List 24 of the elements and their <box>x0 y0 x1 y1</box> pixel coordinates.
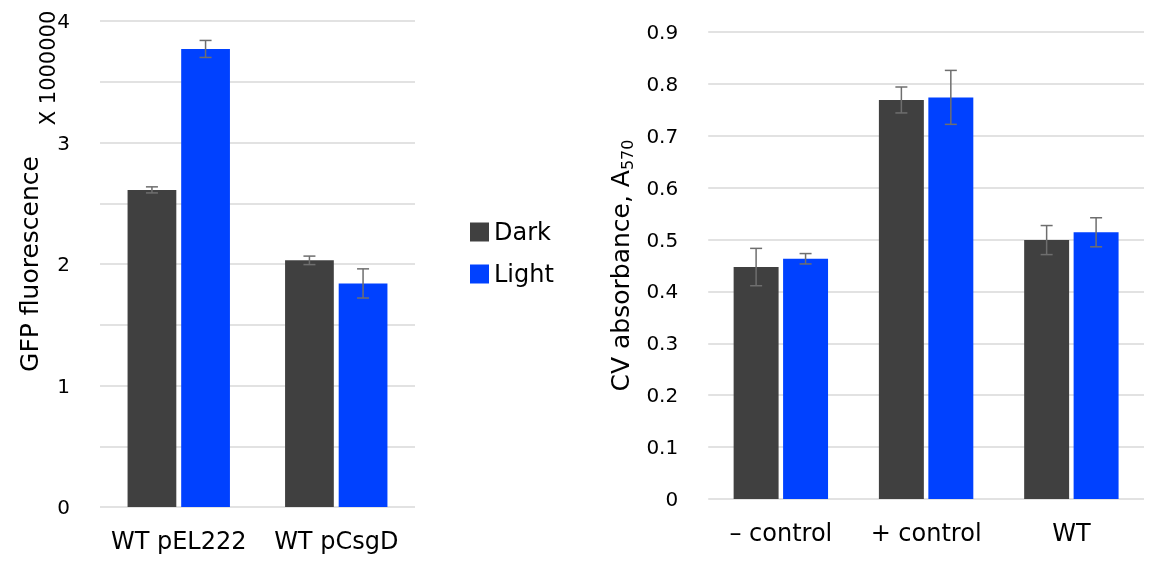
y-tick-label: 0 <box>57 495 70 519</box>
y-tick-label: 0.5 <box>646 227 679 252</box>
y-tick-label: 3 <box>57 130 70 155</box>
y-tick-label: 2 <box>57 252 70 276</box>
y-tick-label: 0.7 <box>646 123 679 148</box>
x-tick-label: WT pCsgD <box>274 527 399 555</box>
x-tick-label: – control <box>729 519 833 547</box>
y-tick-label: 0 <box>665 487 679 511</box>
x-tick-label: WT pEL222 <box>110 527 247 555</box>
y-tick-label: 0.3 <box>646 331 679 356</box>
x-tick-label: + control <box>870 519 982 547</box>
y-tick-label: 4 <box>57 9 70 33</box>
y-axis-title: GFP fluorescence <box>15 156 44 372</box>
legend-label: Dark <box>494 218 552 246</box>
y-tick-label: 0.2 <box>646 383 679 408</box>
x-tick-label: WT <box>1052 519 1091 547</box>
y-tick-label: 1 <box>57 373 70 398</box>
y-tick-label: 0.6 <box>646 175 679 200</box>
y-tick-label: 0.1 <box>646 435 679 460</box>
y-tick-label: 0.8 <box>646 71 679 96</box>
y-axis-title: CV absorbance, A570 <box>606 139 637 392</box>
y-tick-label: 0.4 <box>646 279 679 304</box>
legend-label: Light <box>494 260 554 288</box>
y-tick-label: 0.9 <box>646 20 679 44</box>
